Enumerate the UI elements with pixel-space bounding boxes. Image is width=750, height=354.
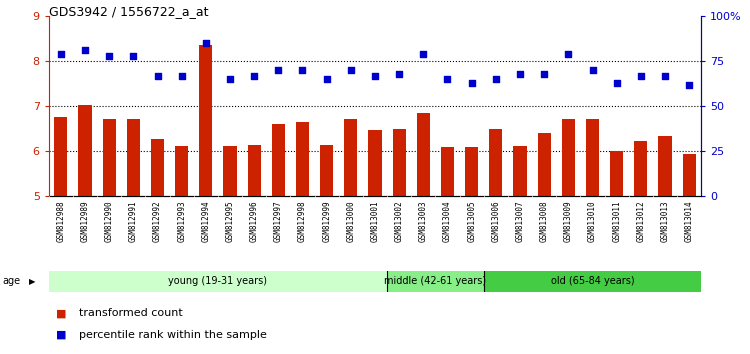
Text: GSM812998: GSM812998 — [298, 200, 307, 242]
Text: GSM813002: GSM813002 — [394, 200, 404, 242]
Text: ■: ■ — [56, 330, 67, 339]
Text: GSM813001: GSM813001 — [370, 200, 380, 242]
Text: GDS3942 / 1556722_a_at: GDS3942 / 1556722_a_at — [49, 5, 209, 18]
Point — [490, 76, 502, 82]
Point — [369, 73, 381, 78]
Bar — [489, 129, 502, 196]
Bar — [417, 113, 430, 196]
Bar — [296, 122, 309, 196]
Text: ■: ■ — [56, 308, 67, 318]
Bar — [392, 129, 406, 196]
Text: old (65-84 years): old (65-84 years) — [550, 276, 634, 286]
Bar — [484, 271, 701, 292]
Bar — [151, 139, 164, 196]
Text: GSM812992: GSM812992 — [153, 200, 162, 242]
Bar — [634, 141, 647, 196]
Point — [562, 51, 574, 57]
Bar — [224, 146, 237, 196]
Bar — [49, 271, 387, 292]
Text: GSM812993: GSM812993 — [177, 200, 186, 242]
Text: ▶: ▶ — [28, 277, 35, 286]
Point — [586, 67, 598, 73]
Text: GSM812995: GSM812995 — [226, 200, 235, 242]
Bar — [465, 147, 478, 196]
Text: percentile rank within the sample: percentile rank within the sample — [79, 330, 267, 339]
Text: GSM812994: GSM812994 — [201, 200, 210, 242]
Point — [321, 76, 333, 82]
Text: GSM813014: GSM813014 — [685, 200, 694, 242]
Text: GSM813013: GSM813013 — [661, 200, 670, 242]
Text: GSM813005: GSM813005 — [467, 200, 476, 242]
Text: GSM812990: GSM812990 — [105, 200, 114, 242]
Point — [442, 76, 454, 82]
Bar — [320, 144, 333, 196]
Point — [514, 71, 526, 76]
Point — [683, 82, 695, 87]
Bar — [586, 119, 599, 196]
Bar — [248, 144, 261, 196]
Bar — [562, 119, 575, 196]
Text: GSM812996: GSM812996 — [250, 200, 259, 242]
Bar — [682, 154, 696, 196]
Point — [224, 76, 236, 82]
Point — [417, 51, 429, 57]
Text: young (19-31 years): young (19-31 years) — [169, 276, 268, 286]
Text: GSM813003: GSM813003 — [419, 200, 428, 242]
Text: GSM813010: GSM813010 — [588, 200, 597, 242]
Text: GSM813011: GSM813011 — [612, 200, 621, 242]
Bar — [54, 118, 68, 196]
Bar — [272, 124, 285, 196]
Text: GSM812989: GSM812989 — [80, 200, 89, 242]
Point — [55, 51, 67, 57]
Point — [152, 73, 164, 78]
Bar — [658, 136, 672, 196]
Point — [466, 80, 478, 86]
Text: GSM813004: GSM813004 — [443, 200, 452, 242]
Bar — [387, 271, 484, 292]
Point — [128, 53, 140, 58]
Point — [610, 80, 622, 86]
Bar — [200, 45, 212, 196]
Point — [104, 53, 116, 58]
Bar — [441, 147, 454, 196]
Text: transformed count: transformed count — [79, 308, 182, 318]
Point — [176, 73, 188, 78]
Text: GSM813012: GSM813012 — [636, 200, 645, 242]
Text: GSM813008: GSM813008 — [540, 200, 549, 242]
Text: GSM813007: GSM813007 — [515, 200, 524, 242]
Bar — [127, 119, 140, 196]
Point — [659, 73, 671, 78]
Point — [296, 67, 308, 73]
Text: GSM812991: GSM812991 — [129, 200, 138, 242]
Text: middle (42-61 years): middle (42-61 years) — [384, 276, 487, 286]
Text: GSM812988: GSM812988 — [56, 200, 65, 242]
Bar — [78, 105, 92, 196]
Text: GSM812997: GSM812997 — [274, 200, 283, 242]
Bar — [538, 133, 550, 196]
Point — [79, 47, 91, 53]
Point — [200, 40, 211, 46]
Text: GSM813006: GSM813006 — [491, 200, 500, 242]
Point — [634, 73, 646, 78]
Point — [345, 67, 357, 73]
Text: GSM812999: GSM812999 — [322, 200, 332, 242]
Bar — [610, 152, 623, 196]
Text: age: age — [2, 276, 20, 286]
Text: GSM813000: GSM813000 — [346, 200, 355, 242]
Bar — [344, 119, 358, 196]
Point — [538, 71, 550, 76]
Bar — [513, 146, 526, 196]
Bar — [103, 119, 116, 196]
Point — [272, 67, 284, 73]
Bar — [175, 146, 188, 196]
Point — [248, 73, 260, 78]
Bar — [368, 130, 382, 196]
Point — [393, 71, 405, 76]
Text: GSM813009: GSM813009 — [564, 200, 573, 242]
